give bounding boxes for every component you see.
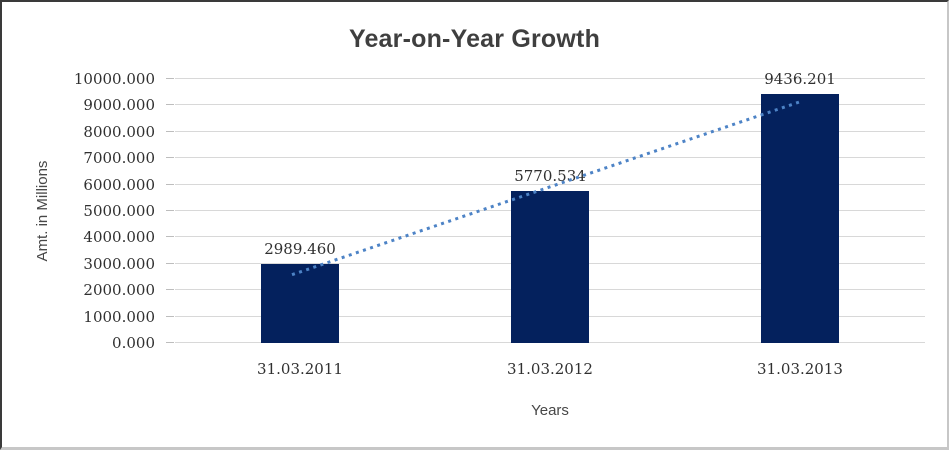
chart-title: Year-on-Year Growth — [348, 25, 601, 53]
y-axis-tick-mark — [166, 262, 174, 264]
y-axis-tick-mark — [166, 342, 174, 343]
y-tick-label: 4000.000 — [83, 228, 155, 247]
bar-value-label: 2989.460 — [264, 240, 336, 259]
y-tick-label: 8000.000 — [83, 122, 155, 141]
y-axis-tick-mark — [166, 315, 174, 317]
y-axis-tick-mark — [166, 157, 174, 159]
bar-value-label: 5770.534 — [514, 166, 586, 185]
y-tick-label: 9000.000 — [83, 96, 155, 115]
y-axis-tick-mark — [166, 78, 174, 79]
x-axis-tick-labels: 31.03.2011 31.03.2012 31.03.2013 — [175, 360, 925, 380]
bar-31.03.2012 — [511, 190, 589, 343]
y-axis-tick-mark — [166, 210, 174, 211]
bar-value-label: 9436.201 — [764, 69, 836, 88]
y-axis-tick-mark — [166, 289, 174, 291]
x-tick-label: 31.03.2013 — [757, 360, 843, 378]
y-tick-label: 1000.000 — [83, 307, 155, 326]
bar-31.03.2013 — [761, 93, 839, 343]
gridline — [175, 78, 925, 79]
y-tick-label: 2000.000 — [83, 281, 155, 300]
x-tick-label: 31.03.2012 — [507, 360, 593, 378]
y-axis-tick-mark — [166, 104, 174, 106]
y-tick-label: 6000.000 — [83, 175, 155, 194]
y-tick-label: 3000.000 — [83, 254, 155, 273]
x-tick-label: 31.03.2011 — [257, 360, 343, 378]
y-tick-label: 0.000 — [112, 334, 155, 352]
bar-31.03.2011 — [261, 264, 339, 343]
plot-area: 2989.460 5770.534 9436.201 — [166, 70, 925, 343]
y-tick-label: 10000.000 — [73, 70, 155, 88]
x-axis-title: Years — [531, 402, 569, 419]
y-tick-label: 5000.000 — [83, 202, 155, 220]
y-axis-tick-labels: 0.000 1000.000 2000.000 3000.000 4000.000 500… — [2, 70, 175, 352]
y-axis-tick-mark — [166, 236, 174, 238]
y-tick-label: 7000.000 — [83, 149, 155, 168]
y-axis-tick-mark — [166, 130, 174, 132]
y-axis-tick-mark — [166, 183, 174, 185]
